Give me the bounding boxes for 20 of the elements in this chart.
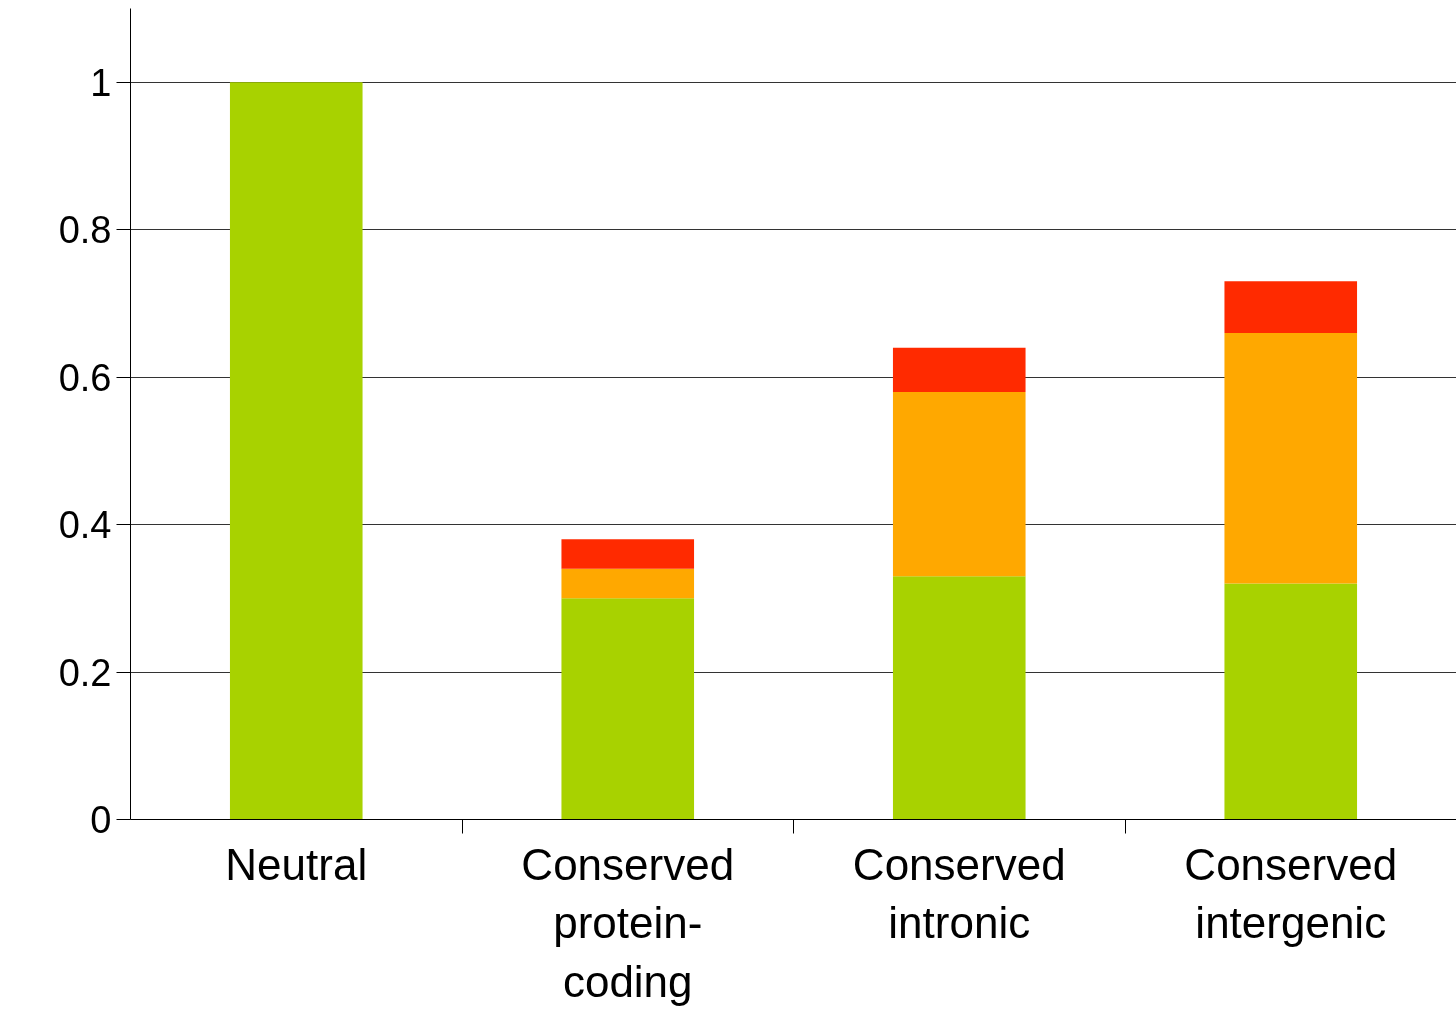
y-tick-label: 1 xyxy=(90,61,112,104)
bar xyxy=(1224,281,1358,333)
bar xyxy=(892,391,1026,577)
x-tick-label: Neutral xyxy=(225,839,368,889)
bar xyxy=(561,568,695,599)
x-tick-label: Conserved intronic xyxy=(852,839,1066,948)
y-tick-label: 0.8 xyxy=(58,209,112,252)
bar xyxy=(892,347,1026,392)
bar xyxy=(1224,332,1358,584)
y-tick-label: 0.6 xyxy=(58,356,112,399)
x-tick-label: Conserved intergenic xyxy=(1184,839,1398,948)
bar xyxy=(892,576,1026,820)
y-tick-label: 0.4 xyxy=(58,504,112,547)
bar xyxy=(229,82,363,820)
y-tick-label: 0.2 xyxy=(58,651,112,694)
bar xyxy=(561,539,695,569)
y-tick-label: 0 xyxy=(90,799,112,841)
x-tick-label: Conserved protein-coding xyxy=(521,839,735,1007)
bar xyxy=(561,598,695,820)
bar xyxy=(1224,583,1358,820)
